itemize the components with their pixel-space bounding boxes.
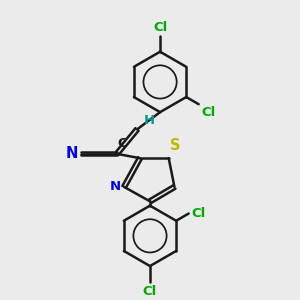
Text: C: C <box>118 137 127 150</box>
Text: Cl: Cl <box>201 106 215 119</box>
Text: Cl: Cl <box>143 285 157 298</box>
Text: Cl: Cl <box>153 21 167 34</box>
Text: S: S <box>170 138 181 153</box>
Text: N: N <box>110 180 121 194</box>
Text: Cl: Cl <box>191 207 205 220</box>
Text: H: H <box>143 114 155 127</box>
Text: N: N <box>65 146 77 161</box>
